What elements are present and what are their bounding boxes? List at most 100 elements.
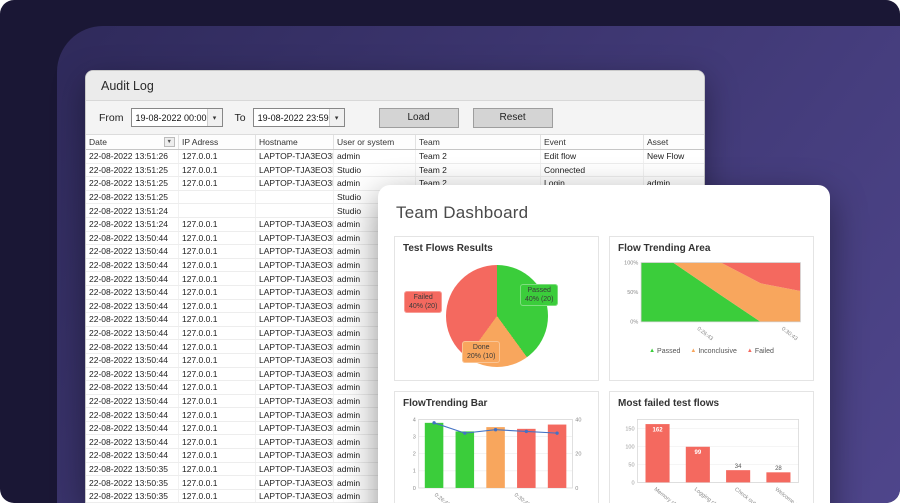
table-cell: 127.0.0.1	[179, 435, 256, 449]
audit-toolbar: From 19-08-2022 00:00 ▾ To 19-08-2022 23…	[86, 101, 704, 135]
panel-most-failed-test-flows: Most failed test flows 0 50 100 150 162 Memor…	[609, 391, 814, 503]
panel-flow-trending-bar: FlowTrending Bar 0 1 2 3 4 0 20 40 0:26:43 0:30:4…	[394, 391, 599, 503]
column-header-team[interactable]: Team	[416, 135, 541, 149]
legend-marker-icon: ▲	[746, 348, 753, 355]
table-cell: LAPTOP-TJA3EO3E	[256, 408, 334, 421]
area-series-inconclusive	[641, 262, 801, 322]
table-cell: 127.0.0.1	[179, 231, 256, 245]
area-chart[interactable]: 100% 50% 0% 0:26:43 0:30:43	[617, 257, 806, 350]
table-cell: 127.0.0.1	[179, 476, 256, 489]
to-date-picker[interactable]: 19-08-2022 23:59 ▾	[252, 108, 345, 127]
legend-item-failed: ▲ Failed	[746, 347, 774, 355]
legend-marker-icon: ▲	[649, 348, 656, 355]
table-row[interactable]: 22-08-2022 13:51:25 127.0.0.1 LAPTOP-TJA3E…	[86, 163, 704, 178]
table-cell: LAPTOP-TJA3EO3E	[256, 462, 334, 476]
chart-text: 1	[413, 469, 416, 475]
chart-text: 150	[625, 426, 634, 432]
table-cell: 22-08-2022 13:50:44	[86, 285, 179, 299]
table-cell: LAPTOP-TJA3EO3E	[256, 476, 334, 489]
table-cell: 22-08-2022 13:50:35	[86, 476, 179, 489]
table-cell: 127.0.0.1	[179, 177, 256, 190]
table-cell: Team 2	[416, 163, 541, 177]
area-chart-legend: ▲ Passed ▲ Inconclusive ▲ Failed	[617, 348, 806, 355]
table-cell: Team 2	[416, 177, 541, 190]
table-cell: 127.0.0.1	[179, 489, 256, 503]
table-cell: 22-08-2022 13:50:44	[86, 353, 179, 367]
column-header-date[interactable]: Date ▼	[86, 135, 179, 149]
dashboard-title: Team Dashboard	[396, 203, 529, 222]
table-cell: Edit flow	[541, 150, 644, 163]
table-cell: LAPTOP-TJA3EO3E	[256, 421, 334, 435]
table-cell: 22-08-2022 13:50:44	[86, 258, 179, 272]
table-cell: 22-08-2022 13:50:44	[86, 313, 179, 326]
table-cell	[644, 164, 704, 177]
column-header-hostname[interactable]: Hostname	[256, 135, 334, 149]
table-cell: 127.0.0.1	[179, 245, 256, 258]
x-tick-label: Logging check	[693, 487, 725, 503]
dashboard-grid: Test Flows Results Passed 40% (20) Done 20%…	[394, 236, 814, 503]
from-date-value: 19-08-2022 00:00	[135, 112, 207, 123]
table-cell: 127.0.0.1	[179, 258, 256, 272]
chevron-down-icon[interactable]: ▾	[206, 109, 222, 126]
bar-value-label: 28	[775, 466, 782, 472]
trend-point	[432, 421, 436, 425]
table-cell: 22-08-2022 13:50:44	[86, 326, 179, 340]
table-cell: LAPTOP-TJA3EO3E	[256, 489, 334, 503]
table-cell: 127.0.0.1	[179, 353, 256, 367]
to-label: To	[234, 111, 246, 124]
table-cell: Connected	[541, 163, 644, 177]
panel-title-most-failed: Most failed test flows	[618, 398, 720, 409]
column-header-user-or-system[interactable]: User or system	[334, 135, 416, 149]
table-cell: admin	[334, 150, 416, 163]
trend-point	[463, 431, 467, 435]
table-cell: Team 2	[416, 150, 541, 163]
column-label: Hostname	[259, 137, 298, 147]
table-cell: 22-08-2022 13:50:44	[86, 245, 179, 258]
column-label: Team	[419, 137, 440, 147]
table-cell: 22-08-2022 13:50:44	[86, 272, 179, 285]
chart-text: 0	[413, 486, 416, 492]
chart-text: 0:30:43	[513, 492, 531, 503]
table-cell: Login	[541, 177, 644, 190]
table-cell: 127.0.0.1	[179, 421, 256, 435]
area-series-failed	[641, 262, 801, 292]
table-cell: LAPTOP-TJA3EO3E	[256, 340, 334, 353]
x-tick-label: Check out	[733, 487, 757, 503]
legend-item-inconclusive: ▲ Inconclusive	[690, 347, 737, 355]
chart-text: 2	[413, 452, 416, 458]
area-series-passed	[641, 262, 801, 322]
from-date-picker[interactable]: 19-08-2022 00:00 ▾	[130, 108, 223, 127]
table-row[interactable]: 22-08-2022 13:51:26 127.0.0.1 LAPTOP-TJA3E…	[86, 150, 704, 164]
panel-title-flow-trending-bar: FlowTrending Bar	[403, 398, 488, 409]
column-header-event[interactable]: Event	[541, 135, 644, 149]
table-cell: LAPTOP-TJA3EO3E	[256, 381, 334, 394]
audit-log-titlebar[interactable]: Audit Log	[86, 71, 704, 101]
legend-item-passed: ▲ Passed	[649, 347, 681, 355]
table-cell: 22-08-2022 13:50:44	[86, 449, 179, 462]
table-header-row: Date ▼ IP Adress Hostname User or system Team…	[86, 135, 704, 150]
load-button[interactable]: Load	[378, 107, 459, 128]
column-label: Event	[544, 137, 566, 147]
reset-button[interactable]: Reset	[472, 107, 553, 128]
chart-text: 3	[413, 434, 416, 440]
failed-bar	[726, 470, 751, 483]
table-cell: 22-08-2022 13:50:44	[86, 340, 179, 353]
table-cell: admin	[334, 177, 416, 190]
chevron-down-icon[interactable]: ▾	[328, 109, 344, 126]
panel-title-flow-trending-area: Flow Trending Area	[618, 243, 711, 254]
chart-text: 0	[632, 480, 635, 486]
column-header-ip-adress[interactable]: IP Adress	[179, 135, 256, 149]
table-cell: LAPTOP-TJA3EO3E	[256, 449, 334, 462]
column-label: Asset	[647, 137, 669, 147]
failed-bar-chart[interactable]: 0 50 100 150 162 Memory check 99 Logging check 3…	[617, 412, 806, 503]
table-cell: LAPTOP-TJA3EO3E	[256, 394, 334, 408]
panel-test-flows-results: Test Flows Results Passed 40% (20) Done 20%…	[394, 236, 599, 381]
table-cell	[256, 204, 334, 217]
chart-text: 20	[575, 452, 581, 458]
table-cell	[179, 204, 256, 217]
column-header-asset[interactable]: Asset	[644, 135, 704, 149]
table-cell: LAPTOP-TJA3EO3E	[256, 435, 334, 449]
window-title: Audit Log	[101, 78, 154, 93]
date-filter-icon[interactable]: ▼	[163, 137, 175, 147]
